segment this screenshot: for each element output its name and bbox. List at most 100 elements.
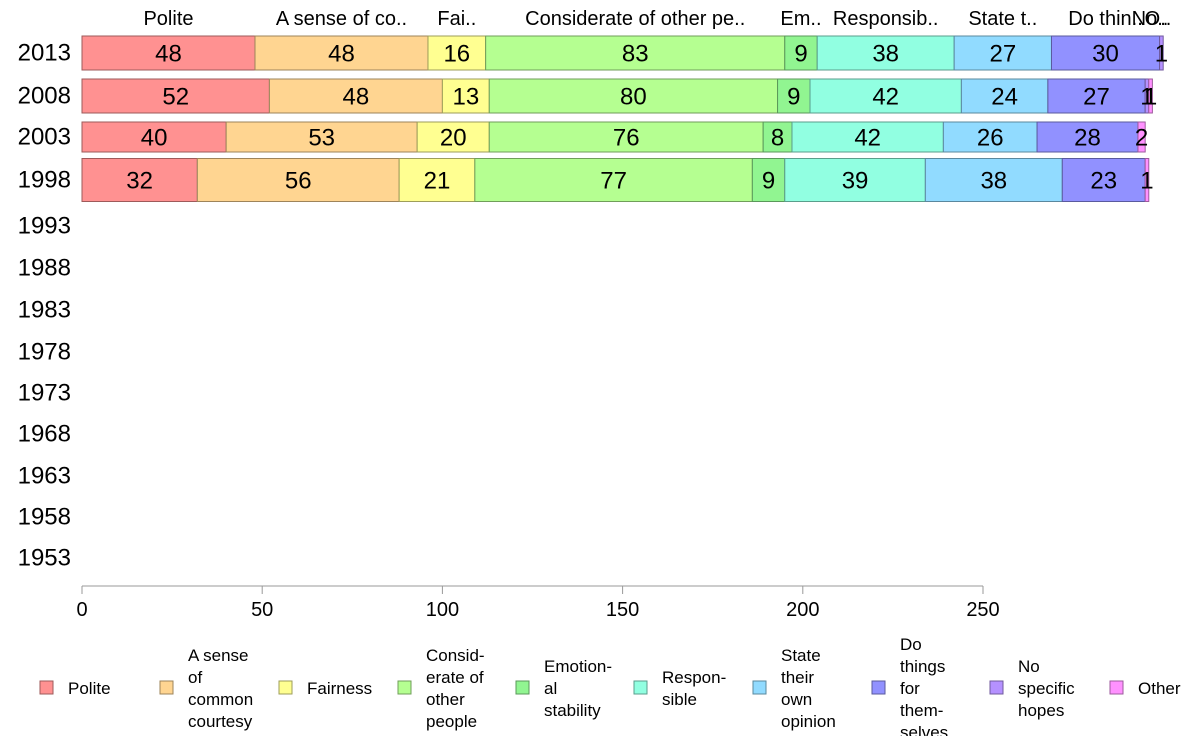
bar-value-label: 48 — [328, 41, 355, 68]
bar-value-label: 8 — [771, 125, 784, 152]
series-header-label: Em.. — [780, 8, 821, 30]
bar-segment — [1159, 35, 1164, 71]
bar-value-label: 30 — [1092, 41, 1119, 68]
bar-value-label: 32 — [126, 168, 153, 195]
legend-swatch — [515, 680, 530, 695]
bar-segment — [1050, 35, 1161, 71]
bar-segment — [225, 121, 418, 153]
bar-value-label: 1 — [1155, 41, 1168, 68]
bar-segment — [1137, 121, 1146, 153]
y-tick-label: 2003 — [18, 124, 71, 151]
bar-segment — [816, 35, 955, 71]
bar-segment — [1144, 158, 1150, 202]
bar-segment — [751, 158, 786, 202]
bar-value-label: 39 — [842, 168, 869, 195]
bar-value-label: 28 — [1074, 125, 1101, 152]
bar-segment — [1148, 78, 1153, 114]
bar-value-label: 2 — [1135, 125, 1148, 152]
legend-swatch — [871, 680, 886, 695]
legend-swatch — [159, 680, 174, 695]
bar-value-label: 76 — [613, 125, 640, 152]
series-header-label: O.. — [1145, 8, 1172, 30]
series-header-label: A sense of co.. — [276, 8, 407, 30]
bar-segment — [784, 35, 818, 71]
bar-segment — [762, 121, 793, 153]
x-axis: 0 50 100 150 200 250 — [76, 585, 1000, 621]
bar-value-label: 83 — [622, 41, 649, 68]
bar-value-label: 38 — [980, 168, 1007, 195]
bar-value-label: 48 — [343, 84, 370, 111]
series-header-label: Considerate of other pe.. — [525, 8, 745, 30]
bar-value-label: 53 — [308, 125, 335, 152]
bar-value-label: 24 — [991, 84, 1018, 111]
legend-label: Other — [1138, 679, 1181, 698]
series-header-label: Polite — [143, 8, 193, 30]
bar-segment — [427, 35, 487, 71]
bar-segment — [953, 35, 1052, 71]
bar-segment — [81, 158, 198, 202]
series-header-label: No.. — [1132, 8, 1169, 30]
bar-value-label: 9 — [762, 168, 775, 195]
bar-value-label: 9 — [787, 84, 800, 111]
bar-value-label: 48 — [155, 41, 182, 68]
bar-value-label: 23 — [1090, 168, 1117, 195]
y-tick-label: 2008 — [18, 83, 71, 110]
legend: Polite A sense of common courtesy Fairness Con… — [39, 635, 1181, 736]
bar-segment — [81, 121, 227, 153]
x-tick-label: 200 — [786, 599, 819, 621]
legend-swatch — [39, 680, 54, 695]
bar-value-label: 42 — [854, 125, 881, 152]
series-header-labels: Polite A sense of co.. Fai.. Considerate of… — [143, 8, 1171, 30]
legend-label: Polite — [68, 679, 111, 698]
y-axis-labels: 2013 2008 2003 1998 1993 1988 1983 1978 1973 1968… — [18, 40, 71, 572]
bar-value-label: 77 — [600, 168, 627, 195]
bar-segment — [416, 121, 490, 153]
x-tick-label: 0 — [76, 599, 87, 621]
bar-segment — [488, 121, 764, 153]
y-tick-label: 1973 — [18, 380, 71, 407]
x-tick-label: 50 — [251, 599, 273, 621]
y-tick-label: 1993 — [18, 213, 71, 240]
legend-swatch — [989, 680, 1004, 695]
bar-value-label: 40 — [141, 125, 168, 152]
legend-label: No specific hopes — [1018, 657, 1075, 720]
bar-value-label: 38 — [872, 41, 899, 68]
legend-swatch — [633, 680, 648, 695]
y-tick-label: 1953 — [18, 545, 71, 572]
bar-segment — [485, 35, 786, 71]
legend-swatch — [1109, 680, 1124, 695]
bar-segment — [196, 158, 400, 202]
bar-value-label: 56 — [285, 168, 312, 195]
y-tick-label: 1998 — [18, 167, 71, 194]
bar-segment — [398, 158, 476, 202]
y-tick-label: 2013 — [18, 40, 71, 67]
bar-segment — [441, 78, 490, 114]
legend-label: Emotion-al stability — [544, 657, 612, 720]
y-tick-label: 1978 — [18, 339, 71, 366]
y-tick-label: 1988 — [18, 255, 71, 282]
bar-value-label: 26 — [977, 125, 1004, 152]
bar-value-label: 21 — [424, 168, 451, 195]
bar-segment — [1036, 121, 1139, 153]
bar-value-label: 42 — [872, 84, 899, 111]
x-tick-label: 100 — [426, 599, 459, 621]
series-header-label: Fai.. — [437, 8, 476, 30]
legend-label: State their own opinion — [781, 646, 836, 731]
bar-value-label: 16 — [443, 41, 470, 68]
bar-value-label: 27 — [1083, 84, 1110, 111]
bar-value-label: 1 — [1144, 84, 1157, 111]
legend-swatch — [397, 680, 412, 695]
x-tick-label: 250 — [966, 599, 999, 621]
bar-value-label: 80 — [620, 84, 647, 111]
bar-value-label: 1 — [1140, 84, 1153, 111]
legend-label: Fairness — [307, 679, 372, 698]
bar-value-label: 27 — [989, 41, 1016, 68]
bar-segment — [81, 78, 270, 114]
bar-value-label: 52 — [162, 84, 189, 111]
bar-segment — [1047, 78, 1146, 114]
series-header-label: Do thin.. — [1068, 8, 1142, 30]
bar-value-label: 13 — [452, 84, 479, 111]
series-header-label: State t.. — [968, 8, 1037, 30]
